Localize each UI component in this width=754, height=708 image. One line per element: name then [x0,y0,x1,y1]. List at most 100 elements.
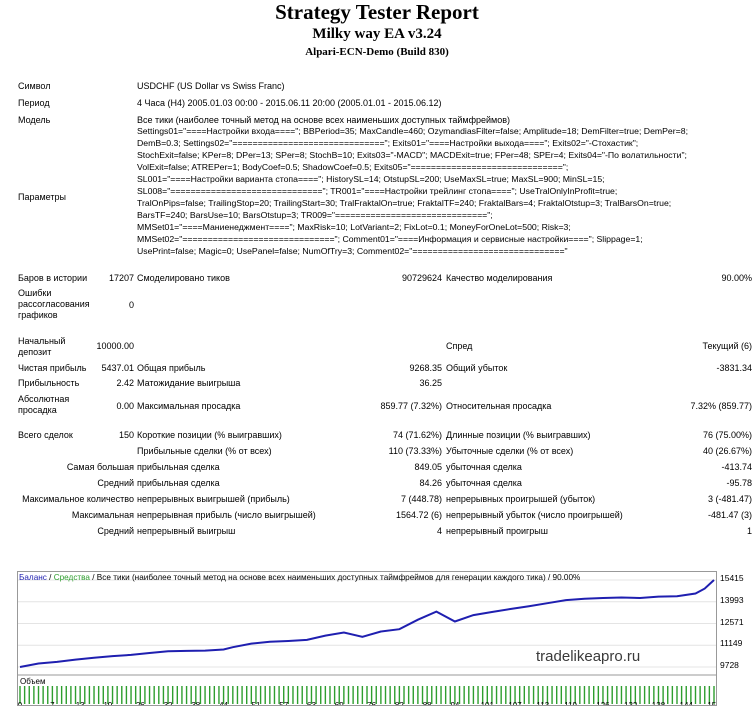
expected-payoff-value: 36.25 [419,378,442,388]
x-tick-label: 0 [18,701,23,706]
symbol-label: Символ [18,81,51,91]
bars-value: 17207 [108,273,134,283]
gross-loss-label: Общий убыток [446,363,508,373]
quality-label: Качество моделирования [446,273,553,283]
balance-line [19,579,715,668]
abs-drawdown-label: Абсолютная просадка [18,394,70,415]
avg-consec-losses-value: 1 [746,526,752,536]
symbol-value: USDCHF (US Dollar vs Swiss Franc) [137,81,285,91]
x-tick-label: 69 [335,701,344,706]
expected-payoff-label: Матожидание выигрыша [137,378,241,388]
deposit-value: 10000.00 [96,341,134,351]
x-tick-label: 26 [136,701,145,706]
long-positions-label: Длинные позиции (% выигравших) [446,430,591,440]
x-tick-label: 38 [191,701,200,706]
y-tick-label: 15415 [720,573,744,583]
x-tick-label: 19 [103,701,112,706]
average-loss-value: -95.78 [726,478,752,488]
x-tick-label: 57 [279,701,288,706]
average-loss-label: убыточная сделка [446,478,522,488]
largest-loss-label: убыточная сделка [446,462,522,472]
params-label: Параметры [18,192,66,202]
model-label: Модель [18,115,51,125]
consec-wins-value: 7 (448.78) [400,494,442,504]
errors-label: Ошибки рассогласования графиков [18,288,90,320]
spread-value: Текущий (6) [702,341,753,351]
ticks-value: 90729624 [401,273,442,283]
loss-trades-value: 40 (26.67%) [702,446,752,456]
model-value: Все тики (наиболее точный метод на основ… [137,115,510,125]
total-trades-value: 150 [118,430,134,440]
quality-value: 90.00% [721,273,752,283]
rel-drawdown-label: Относительная просадка [446,401,552,411]
avg-consec-wins-value: 4 [436,526,442,536]
x-tick-label: 51 [252,701,261,706]
consec-loss-label: непрерывный убыток (число проигрышей) [446,510,623,520]
x-tick-label: 119 [564,701,577,706]
x-tick-label: 7 [50,701,55,706]
x-tick-label: 82 [395,701,404,706]
x-tick-label: 132 [624,701,638,706]
chart-legend: Баланс / Средства / Все тики (наиболее т… [19,573,580,582]
y-tick-label: 9728 [720,660,739,670]
errors-value: 0 [128,300,134,310]
gross-loss-value: -3831.34 [716,363,752,373]
watermark: tradelikeapro.ru [536,648,641,665]
spread-label: Спред [446,341,473,351]
consec-profit-value: 1564.72 (6) [395,510,442,520]
volume-label: Объем [20,677,46,686]
bars-label: Баров в истории [18,273,88,283]
deposit-label: Начальный депозит [18,336,66,357]
largest-loss-value: -413.74 [721,462,752,472]
abs-drawdown-value: 0.00 [116,401,134,411]
average-label: Средний [97,478,134,488]
consec-losses-label: непрерывных проигрышей (убыток) [446,494,596,504]
consec-profit-label: непрерывная прибыль (число выигрышей) [137,510,316,520]
x-tick-label: 144 [680,701,694,706]
balance-chart-svg: 0 7 13 19 26 32 38 44 51 57 63 69 76 82 88 94 101 107 113 1… [18,579,716,706]
x-tick-label: 94 [450,701,459,706]
consec-losses-value: 3 (-481.47) [707,494,752,504]
y-tick-label: 11149 [720,638,743,649]
legend-description: / Все тики (наиболее точный метод на осн… [89,573,581,582]
net-profit-value: 5437.01 [101,363,134,373]
consec-wins-label: непрерывных выигрышей (прибыль) [137,494,290,504]
params-value: Settings01="====Настройки входа===="; BB… [137,126,688,256]
average-win-label: прибыльная сделка [137,478,220,488]
profit-factor-label: Прибыльность [18,378,80,388]
largest-label: Самая большая [66,462,134,472]
profit-trades-label: Прибыльные сделки (% от всех) [137,446,272,456]
max-count-label: Максимальное количество [22,494,134,504]
maximal-label: Максимальная [71,510,134,520]
expert-name: Milky way EA v3.24 [312,26,442,42]
legend-balance: Баланс [19,573,47,582]
x-tick-label: 13 [76,701,85,706]
gross-profit-label: Общая прибыль [137,363,206,373]
period-label: Период [18,98,50,108]
long-positions-value: 76 (75.00%) [702,430,752,440]
largest-win-value: 849.05 [414,462,442,472]
profit-factor-value: 2.42 [116,378,134,388]
average2-label: Средний [97,526,134,536]
short-positions-value: 74 (71.62%) [392,430,442,440]
legend-equity: Средства [53,573,90,582]
period-value: 4 Часа (H4) 2005.01.03 00:00 - 2015.06.1… [137,98,442,108]
avg-consec-losses-label: непрерывный проигрыш [446,526,548,536]
avg-consec-wins-label: непрерывный выигрыш [137,526,236,536]
report-title: Strategy Tester Report [275,0,479,24]
rel-drawdown-value: 7.32% (859.77) [690,401,752,411]
total-trades-label: Всего сделок [18,430,73,440]
x-tick-label: 63 [307,701,316,706]
x-tick-label: 113 [536,701,549,706]
server-build: Alpari-ECN-Demo (Build 830) [305,46,449,58]
legend-separator: / [46,573,54,582]
x-tick-label: 76 [367,701,376,706]
x-tick-label: 126 [596,701,610,706]
profit-trades-value: 110 (73.33%) [388,446,442,456]
ticks-label: Смоделировано тиков [137,273,230,283]
x-tick-label: 88 [423,701,432,706]
average-win-value: 84.26 [419,478,442,488]
x-tick-label: 32 [164,701,173,706]
balance-chart: 0 7 13 19 26 32 38 44 51 57 63 69 76 82 88 94 101 107 113 1… [17,571,717,706]
gross-profit-value: 9268.35 [409,363,442,373]
